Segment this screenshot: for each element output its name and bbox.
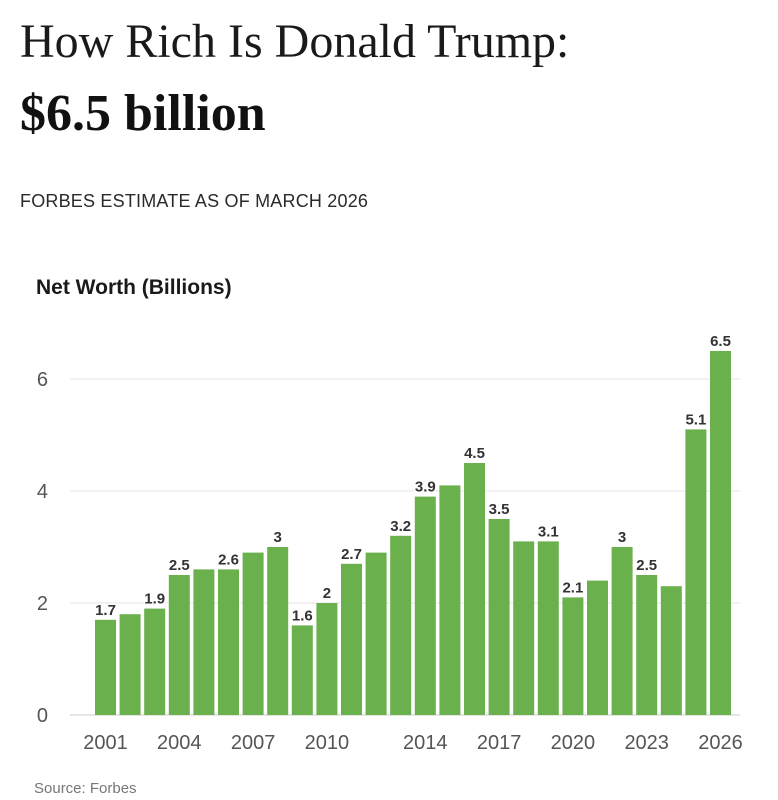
data-label: 2.6 <box>218 551 239 568</box>
bar <box>95 619 116 715</box>
data-label: 2.5 <box>169 557 190 574</box>
bar <box>611 547 633 715</box>
chart-subtitle: FORBES ESTIMATE AS OF MARCH 2026 <box>20 191 369 211</box>
bar <box>193 569 215 715</box>
bar <box>168 575 190 715</box>
data-label: 3.2 <box>390 518 411 535</box>
bar <box>119 614 141 715</box>
y-tick-label: 0 <box>37 705 48 727</box>
data-label: 1.9 <box>144 591 165 608</box>
bar <box>218 569 239 715</box>
bar <box>587 580 608 715</box>
chart-title: How Rich Is Donald Trump: <box>20 15 570 68</box>
x-tick-label: 2020 <box>551 732 596 754</box>
bar <box>488 519 510 715</box>
bar <box>242 552 264 715</box>
bar <box>341 563 362 715</box>
bar <box>660 586 682 715</box>
x-tick-label: 2023 <box>624 732 669 754</box>
bar <box>562 597 584 715</box>
bar <box>414 496 436 715</box>
x-tick-label: 2014 <box>403 732 448 754</box>
bar <box>464 463 485 715</box>
bar <box>685 429 707 715</box>
y-tick-label: 6 <box>37 369 48 391</box>
bar <box>144 608 166 715</box>
y-tick-label: 4 <box>37 481 48 503</box>
x-tick-label: 2004 <box>157 732 202 754</box>
source-note: Source: Forbes <box>34 780 137 797</box>
data-label: 3.5 <box>489 501 510 518</box>
bar <box>513 541 535 715</box>
data-label: 2.1 <box>562 579 583 596</box>
x-tick-label: 2017 <box>477 732 522 754</box>
x-tick-label: 2001 <box>83 732 128 754</box>
bar <box>390 535 412 715</box>
data-label: 2.7 <box>341 546 362 563</box>
data-label: 3.9 <box>415 479 436 496</box>
net-worth-headline: $6.5 billion <box>20 85 266 142</box>
bar <box>291 625 313 715</box>
data-label: 1.6 <box>292 607 313 624</box>
data-label: 2 <box>323 585 331 602</box>
bar-chart: 02461.720011.92.520042.6200731.6220102.7… <box>37 332 743 755</box>
data-label: 2.5 <box>636 557 657 574</box>
y-axis-title: Net Worth (Billions) <box>36 276 232 299</box>
data-label: 1.7 <box>95 602 116 619</box>
bar <box>365 552 387 715</box>
data-label: 3 <box>274 529 282 546</box>
bar <box>710 351 731 715</box>
data-label: 3.1 <box>538 523 559 540</box>
y-tick-label: 2 <box>37 593 48 615</box>
data-label: 4.5 <box>464 445 485 462</box>
x-tick-label: 2010 <box>305 732 350 754</box>
data-label: 3 <box>618 529 626 546</box>
bar <box>439 485 461 715</box>
bar <box>267 547 289 715</box>
bar <box>636 575 658 715</box>
bar <box>316 603 338 715</box>
bar <box>537 541 559 715</box>
x-tick-label: 2026 <box>698 732 743 754</box>
data-label: 5.1 <box>685 411 706 428</box>
x-tick-label: 2007 <box>231 732 276 754</box>
data-label: 6.5 <box>710 333 731 350</box>
